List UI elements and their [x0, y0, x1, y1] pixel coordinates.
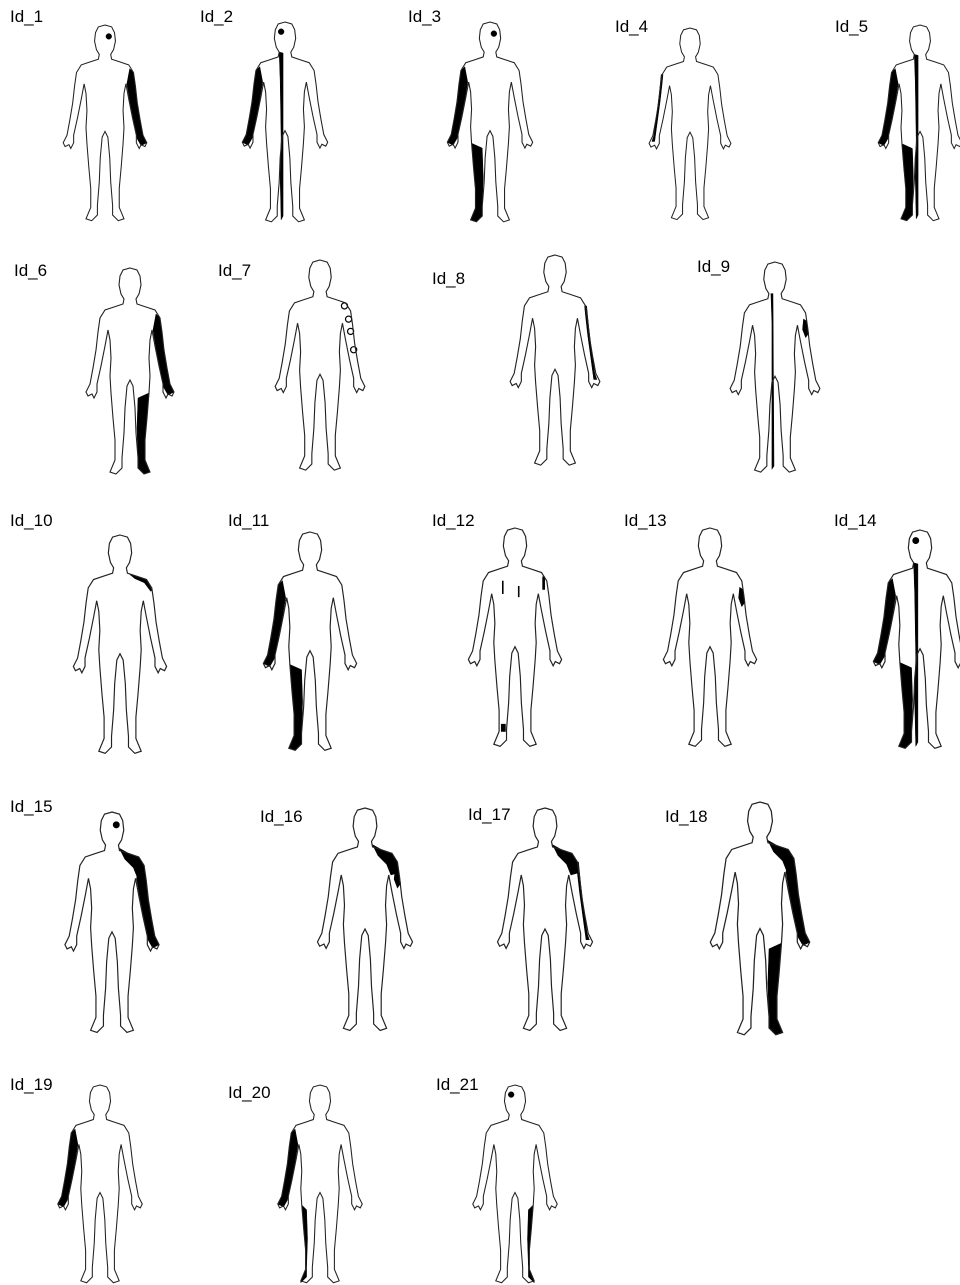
pain-region	[278, 51, 284, 220]
body-figure	[316, 807, 414, 1032]
pain-region	[767, 839, 796, 873]
body-outline	[316, 807, 414, 1032]
body-outline	[496, 807, 594, 1032]
panel-label: Id_21	[436, 1075, 479, 1094]
body-figure	[274, 259, 366, 471]
body-outline	[62, 24, 148, 222]
body-figure	[72, 534, 168, 755]
body-outline	[72, 534, 168, 755]
body-outline	[57, 1084, 143, 1284]
pain-region	[105, 33, 112, 40]
panel-label: Id_1	[10, 7, 43, 26]
pain-region	[500, 723, 506, 732]
panel-label: Id_7	[218, 261, 251, 280]
pain-region	[300, 1204, 308, 1284]
panel-label: Id_12	[432, 511, 475, 530]
body-outline	[729, 261, 821, 473]
panel-label: Id_4	[615, 17, 648, 36]
panel-label: Id_10	[10, 511, 53, 530]
panel-label: Id_11	[228, 511, 269, 530]
body-figure	[262, 531, 358, 752]
body-outline	[446, 21, 534, 223]
body-outline	[877, 24, 960, 222]
body-outline	[262, 531, 358, 752]
body-figure	[496, 807, 594, 1032]
body-outline	[64, 811, 160, 1034]
body-outline	[648, 27, 732, 221]
panel-label: Id_14	[834, 511, 877, 530]
pain-region	[542, 576, 545, 590]
panel-label: Id_8	[432, 269, 465, 288]
body-outline	[274, 259, 366, 471]
pain-region	[912, 537, 920, 545]
body-outline	[709, 801, 811, 1036]
body-outline	[662, 527, 758, 748]
body-figure	[64, 811, 160, 1034]
pain-region	[277, 28, 285, 35]
pain-region	[527, 1204, 535, 1284]
body-figure	[709, 801, 811, 1036]
pain-region	[371, 844, 399, 876]
body-outline	[467, 527, 563, 748]
panel-label: Id_20	[228, 1083, 271, 1102]
panel-label: Id_2	[200, 7, 233, 26]
panel-label: Id_15	[10, 797, 53, 816]
body-outline	[85, 267, 175, 475]
panel-label: Id_5	[835, 17, 868, 36]
panel-label: Id_18	[665, 807, 708, 826]
body-figure	[648, 27, 732, 221]
pain-region	[551, 844, 579, 876]
panel-label: Id_9	[697, 257, 730, 276]
pain-region	[913, 562, 919, 747]
pain-region	[517, 586, 520, 598]
body-figure	[241, 21, 329, 223]
body-outline	[472, 1084, 558, 1284]
pain-region	[914, 54, 919, 219]
pain-region	[118, 847, 146, 879]
pain-region	[502, 580, 504, 594]
pain-region	[393, 868, 401, 889]
body-figure	[62, 24, 148, 222]
body-figure	[467, 527, 563, 748]
panel-label: Id_19	[10, 1075, 53, 1094]
body-outline	[241, 21, 329, 223]
pain-region	[508, 1091, 515, 1098]
pain-spot	[344, 315, 353, 323]
body-outline	[872, 529, 960, 750]
body-figure	[57, 1084, 143, 1284]
body-figure	[472, 1084, 558, 1284]
pain-region	[738, 586, 746, 607]
body-figure	[872, 529, 960, 750]
body-figure	[509, 254, 601, 466]
body-figure	[662, 527, 758, 748]
body-figure	[85, 267, 175, 475]
pain-region	[802, 318, 809, 339]
panel-label: Id_3	[408, 7, 441, 26]
body-figure	[877, 24, 960, 222]
body-figure	[446, 21, 534, 223]
body-outline	[509, 254, 601, 466]
panel-label: Id_13	[624, 511, 667, 530]
body-figure	[729, 261, 821, 473]
panel-label: Id_16	[260, 807, 303, 826]
body-figure	[277, 1084, 363, 1284]
panel-label: Id_17	[468, 805, 511, 824]
body-outline	[277, 1084, 363, 1284]
pain-region	[112, 821, 120, 829]
panel-label: Id_6	[14, 261, 47, 280]
pain-region	[490, 30, 498, 37]
